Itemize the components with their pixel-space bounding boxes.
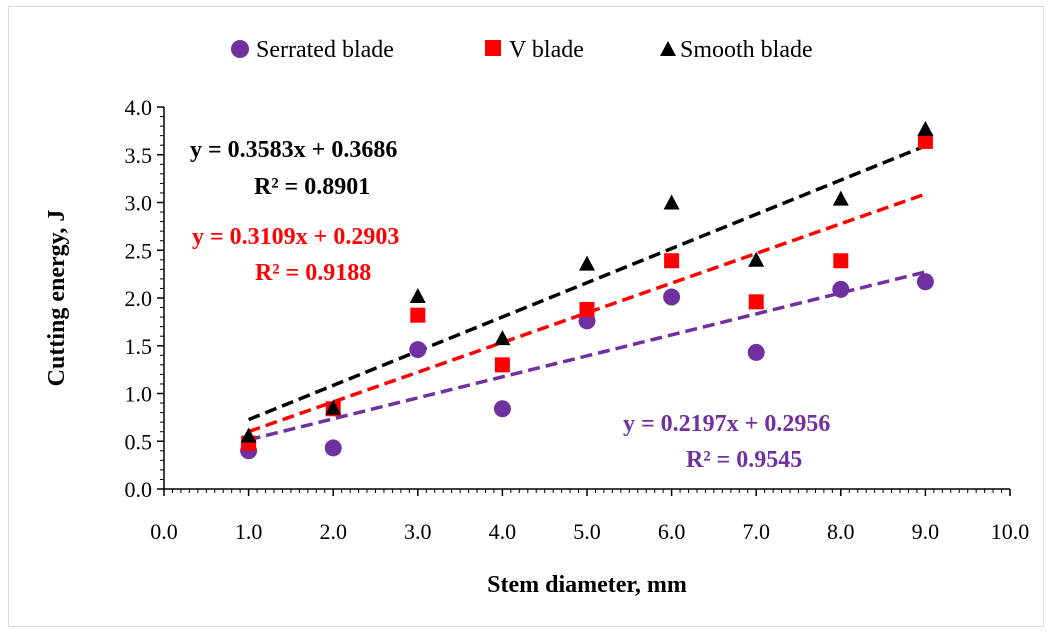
- axis-ticks: [157, 106, 1011, 496]
- data-points: [240, 120, 934, 460]
- x-tick-label: 3.0: [404, 519, 432, 544]
- x-tick-label: 6.0: [658, 519, 686, 544]
- legend-marker-triangle: [660, 41, 676, 56]
- equation-serrated-line: y = 0.2197x + 0.2956: [623, 411, 830, 437]
- legend-item-serrated: Serrated blade: [231, 37, 394, 63]
- legend-label-serrated: Serrated blade: [256, 37, 394, 63]
- point-smooth: [494, 330, 511, 346]
- equation-smooth-line: y = 0.3583x + 0.3686: [190, 137, 397, 163]
- y-tick-label: 2.0: [125, 286, 153, 311]
- point-v: [748, 294, 764, 310]
- r2-v: R² = 0.9188: [255, 260, 371, 286]
- equation-v-line: y = 0.3109x + 0.2903: [192, 224, 399, 250]
- legend-item-smooth: Smooth blade: [660, 37, 813, 63]
- legend-item-v: V blade: [485, 37, 584, 63]
- x-tick-label: 1.0: [235, 519, 263, 544]
- trendline-triangle: [247, 144, 927, 422]
- y-axis-title: Cutting energy, J: [44, 210, 70, 387]
- x-tick-label: 8.0: [827, 519, 855, 544]
- y-tick-label: 2.5: [125, 238, 153, 263]
- point-serrated: [916, 273, 934, 291]
- point-smooth: [748, 251, 765, 267]
- x-tick-label: 10.0: [991, 519, 1030, 544]
- x-axis-title: Stem diameter, mm: [487, 572, 687, 598]
- point-smooth: [579, 255, 595, 271]
- point-v: [579, 301, 595, 317]
- legend-marker-circle: [231, 40, 249, 58]
- point-v: [410, 307, 426, 323]
- x-tick-labels: 0.0 1.0 2.0 3.0 4.0 5.0 6.0 7.0 8.0 9.0 10.0: [150, 519, 1029, 544]
- point-serrated: [324, 439, 342, 457]
- x-tick-label: 5.0: [573, 519, 601, 544]
- x-tick-label: 4.0: [489, 519, 517, 544]
- legend: Serrated blade V blade Smooth blade: [231, 37, 813, 63]
- x-tick-label: 0.0: [150, 519, 178, 544]
- equation-v: y = 0.3109x + 0.2903 R² = 0.9188: [192, 224, 399, 286]
- trendlines: [247, 144, 927, 442]
- point-serrated: [493, 400, 511, 418]
- point-serrated: [832, 280, 850, 298]
- point-smooth: [917, 120, 934, 136]
- point-smooth: [325, 399, 342, 415]
- equation-serrated: y = 0.2197x + 0.2956 R² = 0.9545: [623, 411, 830, 473]
- point-v: [833, 253, 849, 269]
- y-tick-label: 1.0: [125, 382, 153, 407]
- point-smooth: [409, 288, 426, 304]
- y-tick-labels: 0.0 0.5 1.0 1.5 2.0 2.5 3.0 3.5 4.0: [125, 95, 153, 502]
- y-tick-label: 3.0: [125, 191, 153, 216]
- y-tick-label: 0.0: [125, 477, 153, 502]
- point-v: [917, 133, 933, 149]
- point-serrated: [663, 288, 681, 306]
- point-serrated: [409, 341, 427, 359]
- point-v: [664, 253, 680, 269]
- point-serrated: [747, 343, 765, 361]
- legend-label-smooth: Smooth blade: [680, 37, 813, 63]
- y-tick-label: 1.5: [125, 334, 153, 359]
- point-smooth: [832, 190, 849, 206]
- x-tick-label: 7.0: [742, 519, 770, 544]
- y-tick-label: 0.5: [125, 429, 153, 454]
- x-tick-label: 9.0: [912, 519, 940, 544]
- legend-marker-square: [485, 40, 501, 56]
- y-tick-label: 4.0: [125, 95, 153, 120]
- equation-smooth: y = 0.3583x + 0.3686 R² = 0.8901: [190, 137, 397, 200]
- point-v: [494, 357, 510, 373]
- x-tick-label: 2.0: [319, 519, 347, 544]
- point-smooth: [663, 194, 680, 210]
- trendline-circle: [248, 270, 926, 442]
- r2-smooth: R² = 0.8901: [254, 174, 370, 200]
- point-smooth: [240, 427, 257, 443]
- y-tick-label: 3.5: [125, 143, 153, 168]
- chart-frame: [8, 6, 1044, 627]
- legend-label-v: V blade: [509, 37, 584, 63]
- r2-serrated: R² = 0.9545: [686, 447, 802, 473]
- trendline-square: [248, 192, 926, 434]
